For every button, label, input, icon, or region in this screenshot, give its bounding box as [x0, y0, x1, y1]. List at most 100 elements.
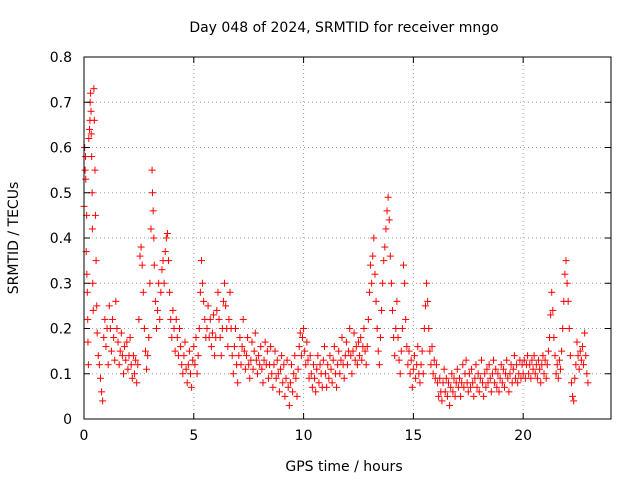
data-point	[285, 401, 293, 409]
data-point	[583, 370, 591, 378]
data-point	[559, 325, 567, 332]
x-tick-label: 0	[80, 428, 89, 444]
data-point	[91, 211, 99, 219]
data-point	[394, 334, 402, 342]
data-point	[438, 397, 446, 405]
data-point	[397, 347, 405, 355]
data-point	[412, 374, 420, 382]
data-point	[383, 207, 391, 215]
data-point	[181, 338, 189, 346]
data-point	[238, 343, 246, 351]
data-point	[314, 352, 322, 360]
data-point	[369, 252, 377, 260]
data-point	[487, 388, 495, 396]
data-point	[476, 374, 484, 382]
data-point	[196, 288, 204, 296]
data-point	[118, 352, 126, 360]
data-point	[137, 243, 145, 251]
data-point	[464, 388, 472, 396]
data-point	[562, 257, 570, 265]
data-point	[114, 338, 122, 346]
data-point	[150, 234, 158, 242]
data-point	[224, 343, 232, 351]
data-point	[298, 334, 306, 342]
data-point	[251, 329, 259, 337]
data-point	[213, 306, 221, 314]
data-point	[499, 365, 507, 373]
data-point	[465, 370, 473, 378]
data-point	[148, 166, 156, 174]
data-point	[410, 352, 418, 360]
data-point	[324, 361, 332, 369]
data-point	[543, 361, 551, 369]
data-point	[563, 279, 571, 287]
data-point	[403, 343, 411, 351]
data-point	[163, 229, 171, 237]
data-point	[160, 279, 168, 287]
data-point	[313, 365, 321, 373]
data-point	[245, 361, 253, 369]
data-point	[333, 383, 341, 391]
data-point	[459, 361, 467, 369]
data-point	[147, 225, 155, 233]
data-point	[295, 343, 303, 351]
data-point	[194, 352, 202, 360]
data-point	[88, 225, 96, 233]
data-point	[242, 352, 250, 360]
data-point	[144, 352, 152, 360]
data-point	[442, 374, 450, 382]
data-point	[375, 361, 383, 369]
data-point	[123, 338, 131, 346]
data-point	[291, 352, 299, 360]
data-point	[145, 334, 153, 342]
x-tick-label: 20	[514, 428, 532, 444]
data-point	[386, 252, 394, 260]
data-point	[475, 388, 483, 396]
data-point	[132, 356, 140, 364]
data-point	[423, 279, 431, 287]
data-point	[470, 392, 478, 400]
data-point	[553, 361, 561, 369]
data-point	[278, 352, 286, 360]
data-point	[236, 334, 244, 342]
data-point	[293, 392, 301, 400]
data-point	[87, 130, 95, 138]
data-point	[172, 315, 180, 323]
data-point	[548, 288, 556, 296]
data-point	[527, 374, 535, 382]
data-point	[188, 383, 196, 391]
data-point	[88, 153, 96, 161]
data-point	[490, 356, 498, 364]
data-point	[141, 347, 149, 355]
data-point	[193, 370, 201, 378]
data-point	[429, 370, 437, 378]
data-point	[111, 356, 119, 364]
data-point	[95, 361, 103, 369]
data-point	[404, 361, 412, 369]
data-point	[294, 365, 302, 373]
data-point	[352, 343, 360, 351]
data-point	[217, 352, 225, 360]
data-point	[342, 338, 350, 346]
data-point	[577, 356, 585, 364]
data-point	[445, 379, 453, 387]
data-point	[269, 383, 277, 391]
data-point	[150, 261, 158, 269]
data-point	[477, 356, 485, 364]
y-tick-label: 0.1	[50, 367, 72, 383]
data-point	[131, 370, 139, 378]
data-point	[392, 325, 400, 332]
data-point	[569, 392, 577, 400]
data-point	[384, 193, 392, 201]
data-point	[284, 383, 292, 391]
y-axis-label: SRMTID / TECUs	[6, 182, 22, 295]
x-axis-label: GPS time / hours	[285, 459, 402, 475]
data-point	[446, 401, 454, 409]
data-point	[279, 379, 287, 387]
chart-title: Day 048 of 2024, SRMTID for receiver mng…	[189, 20, 498, 36]
data-point	[165, 257, 173, 265]
data-point	[356, 352, 364, 360]
data-point	[210, 311, 218, 319]
y-tick-label: 0.7	[50, 95, 72, 111]
data-point	[526, 361, 534, 369]
